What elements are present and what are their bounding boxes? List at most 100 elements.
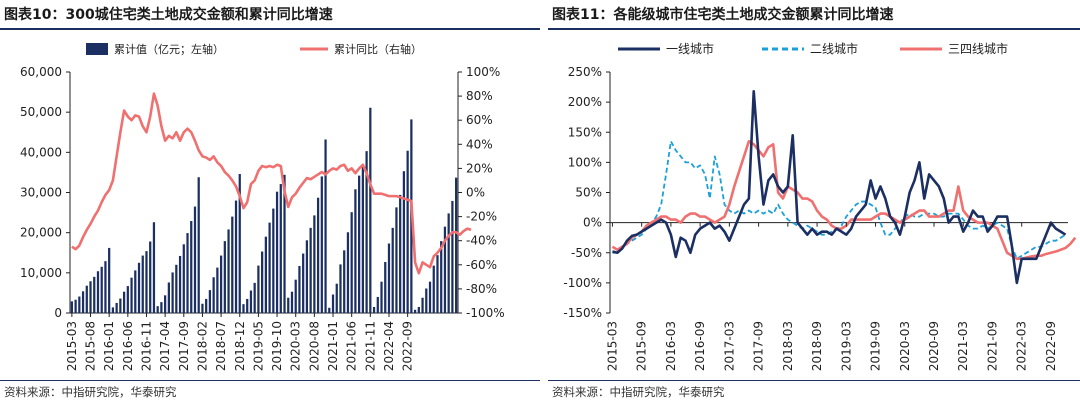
x-tick-label: 2018-12 [233,321,247,371]
bar [395,207,398,313]
x-tick-label: 2019-03 [839,321,853,371]
x-tick-label: 2022-03 [1015,321,1029,371]
bar [421,297,424,313]
bar [197,177,200,313]
bar [335,283,338,313]
x-tick-label: 2019-10 [270,321,284,371]
bar [313,215,316,313]
y-tick-label: 250% [568,65,602,79]
title-rule [548,28,1080,30]
x-tick-label: 2016-01 [102,321,116,371]
x-tick-label: 2017-04 [158,321,172,371]
bar [119,298,122,313]
y-right-tick-label: -100% [466,306,505,320]
bar [253,282,256,314]
bar [287,297,290,313]
bar [219,255,223,313]
y-tick-label: 0% [583,216,602,230]
legend-label: 三四线城市 [948,41,1008,56]
y-left-tick-label: 0 [54,306,62,320]
x-tick-label: 2016-09 [693,321,707,371]
legend-label: 二线城市 [810,41,858,56]
y-left-tick-label: 30,000 [20,186,62,200]
bar [182,244,185,313]
bar [290,291,294,313]
bar [137,262,141,313]
bar [242,304,245,313]
bar [365,151,368,313]
bar [358,175,361,313]
bar [331,294,335,313]
x-tick-label: 2020-03 [898,321,912,371]
bar [440,241,443,313]
bar-line-chart: 累计值（亿元；左轴） 累计同比（右轴） 0 10,000 20,000 30,000 40,… [20,42,505,371]
bar [212,277,215,313]
bar [343,250,346,313]
bar [302,253,305,313]
bar [126,286,129,313]
x-tick-label: 2021-01 [326,321,340,371]
bar [436,255,439,313]
bar [164,295,167,313]
bar [413,309,417,313]
bar [428,281,432,313]
bar [294,279,297,313]
bar [178,255,182,313]
y-left-tick-label: 60,000 [20,65,62,79]
bar [190,221,193,313]
bar [268,222,271,314]
bar [205,298,208,313]
y-right-tick-label: -20% [466,210,497,224]
bar [108,247,111,313]
bar [402,171,406,313]
x-tick-label: 2021-11 [363,321,377,371]
y-right-tick-label: 100% [466,65,500,79]
bar [257,265,260,313]
bar [346,232,350,313]
bar [376,296,379,313]
bar [339,264,342,313]
x-tick-label: 2022-04 [382,321,396,371]
bar [391,227,394,313]
bar [354,189,357,313]
legend-label-line: 累计同比（右轴） [334,42,422,56]
chart-title: 图表11：各能级城市住宅类土地成交金额累计同比增速 [552,7,894,23]
bar [227,229,230,313]
bar [130,277,133,313]
x-tick-label: 2017-09 [752,321,766,371]
bar [399,194,402,313]
bar [81,291,85,313]
x-tick-label: 2016-11 [139,321,153,371]
bar [432,265,435,313]
bar [134,270,137,313]
x-tick-label: 2015-03 [65,321,79,371]
bar [70,301,73,313]
bar [451,200,454,313]
bar [417,306,420,313]
bar [249,290,253,313]
y-tick-label: -100% [563,276,602,290]
bar [208,290,212,313]
series-line-tier3-4 [611,139,1077,261]
x-tick-label: 2016-06 [121,321,135,371]
x-tick-label: 2022-09 [1044,321,1058,371]
x-tick-label: 2015-09 [635,321,649,371]
y-left-tick-label: 10,000 [20,266,62,280]
bar [261,251,264,313]
y-right-tick-label: 0% [466,186,485,200]
bar [93,276,96,313]
bar [223,241,226,313]
bar [193,206,197,313]
bar [320,176,323,313]
bar [350,212,353,313]
bar [238,174,241,313]
bar [100,266,103,313]
x-tick-label: 2020-09 [927,321,941,371]
x-tick-label: 2021-03 [956,321,970,371]
bar [111,307,115,313]
multi-line-chart: 一线城市 二线城市 三四线城市 -150% -100% -50% 0% 50% 100% 150%… [563,41,1077,371]
x-tick-label: 2018-07 [214,321,228,371]
y-tick-label: 100% [568,155,602,169]
bar [122,291,126,313]
bar [186,233,189,313]
